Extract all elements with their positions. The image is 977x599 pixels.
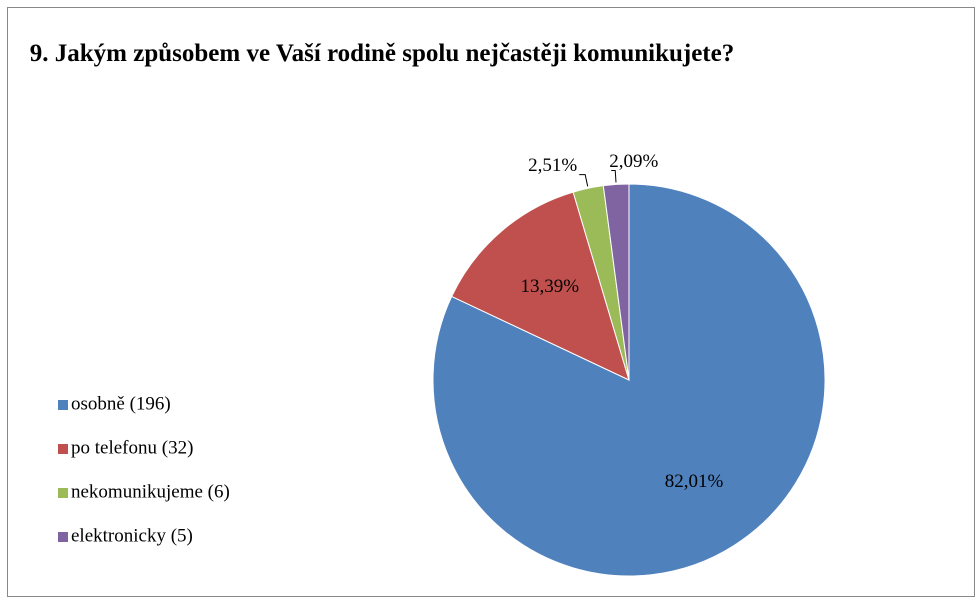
leader-line [611, 169, 617, 183]
legend-swatch [58, 400, 68, 410]
legend-label: po telefonu (32) [71, 437, 193, 458]
data-label: 13,39% [521, 276, 580, 297]
data-label: 82,01% [665, 471, 724, 492]
chart-title: 9. Jakým způsobem ve Vaší rodině spolu n… [29, 40, 735, 67]
legend-swatch [58, 488, 68, 498]
legend-swatch [58, 444, 68, 454]
data-label: 2,09% [609, 151, 658, 172]
data-label: 2,51% [528, 155, 577, 176]
legend-swatch [58, 532, 68, 542]
pie-slice [451, 191, 630, 381]
pie-slice [602, 183, 630, 381]
legend-label: elektronicky (5) [71, 525, 193, 546]
legend-label: nekomunikujeme (6) [71, 481, 230, 502]
chart-frame [7, 7, 975, 597]
leader-line [579, 174, 589, 187]
legend-label: osobně (196) [71, 393, 171, 414]
